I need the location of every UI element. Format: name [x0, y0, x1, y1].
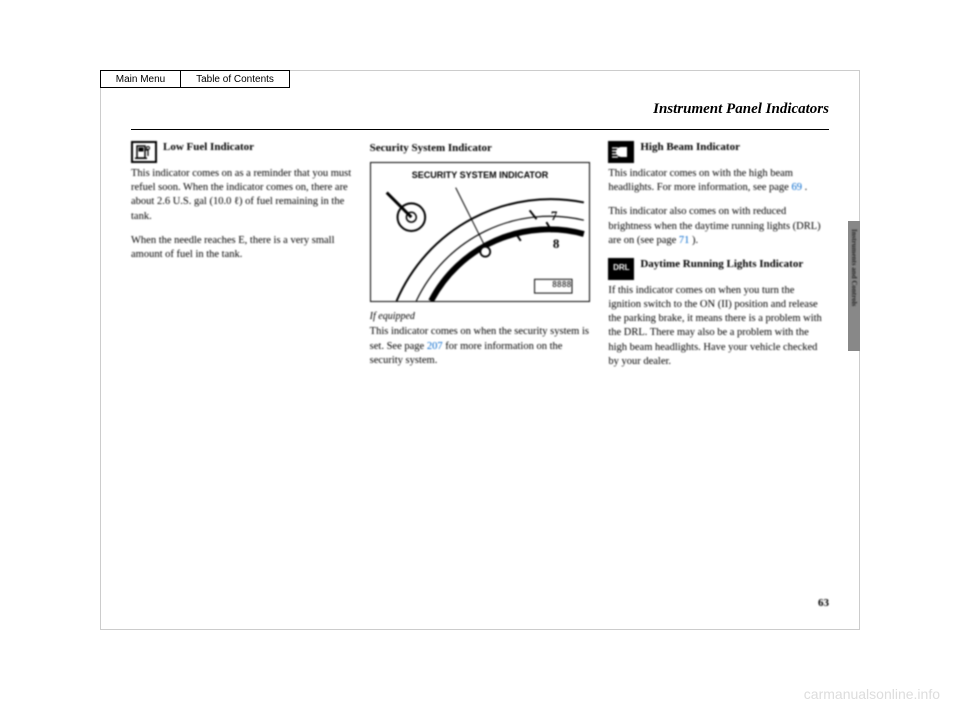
- page-link-69[interactable]: 69: [791, 182, 802, 193]
- column-2: Security System Indicator SECURITY SYSTE…: [370, 141, 591, 379]
- hb-p1b: .: [802, 182, 807, 193]
- nav-bar: Main Menu Table of Contents: [100, 70, 290, 88]
- gauge-8: 8: [553, 235, 560, 253]
- low-fuel-title: Low Fuel Indicator: [163, 141, 254, 154]
- if-equipped: If equipped: [370, 310, 591, 324]
- high-beam-title: High Beam Indicator: [640, 141, 740, 154]
- page-link-71[interactable]: 71: [679, 235, 690, 246]
- content-columns: Low Fuel Indicator This indicator comes …: [131, 141, 829, 379]
- fuel-pump-icon: [131, 141, 157, 163]
- divider: [131, 129, 829, 130]
- security-title: Security System Indicator: [370, 141, 591, 156]
- low-fuel-p2: When the needle reaches E, there is a ve…: [131, 234, 352, 262]
- low-fuel-header: Low Fuel Indicator: [131, 141, 352, 163]
- security-diagram-label: SECURITY SYSTEM INDICATOR: [371, 169, 590, 181]
- column-1: Low Fuel Indicator This indicator comes …: [131, 141, 352, 379]
- page-link-207[interactable]: 207: [427, 341, 443, 352]
- drl-title: Daytime Running Lights Indicator: [640, 258, 803, 271]
- odometer: 8888: [552, 280, 571, 291]
- high-beam-icon: [608, 141, 634, 163]
- page-number: 63: [818, 597, 829, 609]
- watermark: carmanualsonline.info: [804, 686, 940, 702]
- section-tab-label: Instruments and Controls: [848, 229, 858, 306]
- high-beam-p1: This indicator comes on with the high be…: [608, 167, 829, 195]
- toc-button[interactable]: Table of Contents: [180, 70, 290, 88]
- hb-p2a: This indicator also comes on with reduce…: [608, 206, 820, 245]
- hb-p2b: ).: [689, 235, 698, 246]
- hb-p1a: This indicator comes on with the high be…: [608, 168, 793, 193]
- main-menu-button[interactable]: Main Menu: [100, 70, 180, 88]
- page-title: Instrument Panel Indicators: [653, 101, 829, 118]
- drl-icon: DRL: [608, 258, 634, 280]
- low-fuel-p1: This indicator comes on as a reminder th…: [131, 167, 352, 224]
- high-beam-header: High Beam Indicator: [608, 141, 829, 163]
- high-beam-p2: This indicator also comes on with reduce…: [608, 205, 829, 248]
- drl-p1: If this indicator comes on when you turn…: [608, 284, 829, 369]
- gauge-7: 7: [551, 207, 558, 225]
- drl-header: DRL Daytime Running Lights Indicator: [608, 258, 829, 280]
- column-3: High Beam Indicator This indicator comes…: [608, 141, 829, 379]
- security-diagram: SECURITY SYSTEM INDICATOR: [370, 162, 591, 302]
- security-p1: This indicator comes on when the securit…: [370, 325, 591, 368]
- manual-page: Main Menu Table of Contents Instrument P…: [100, 70, 860, 630]
